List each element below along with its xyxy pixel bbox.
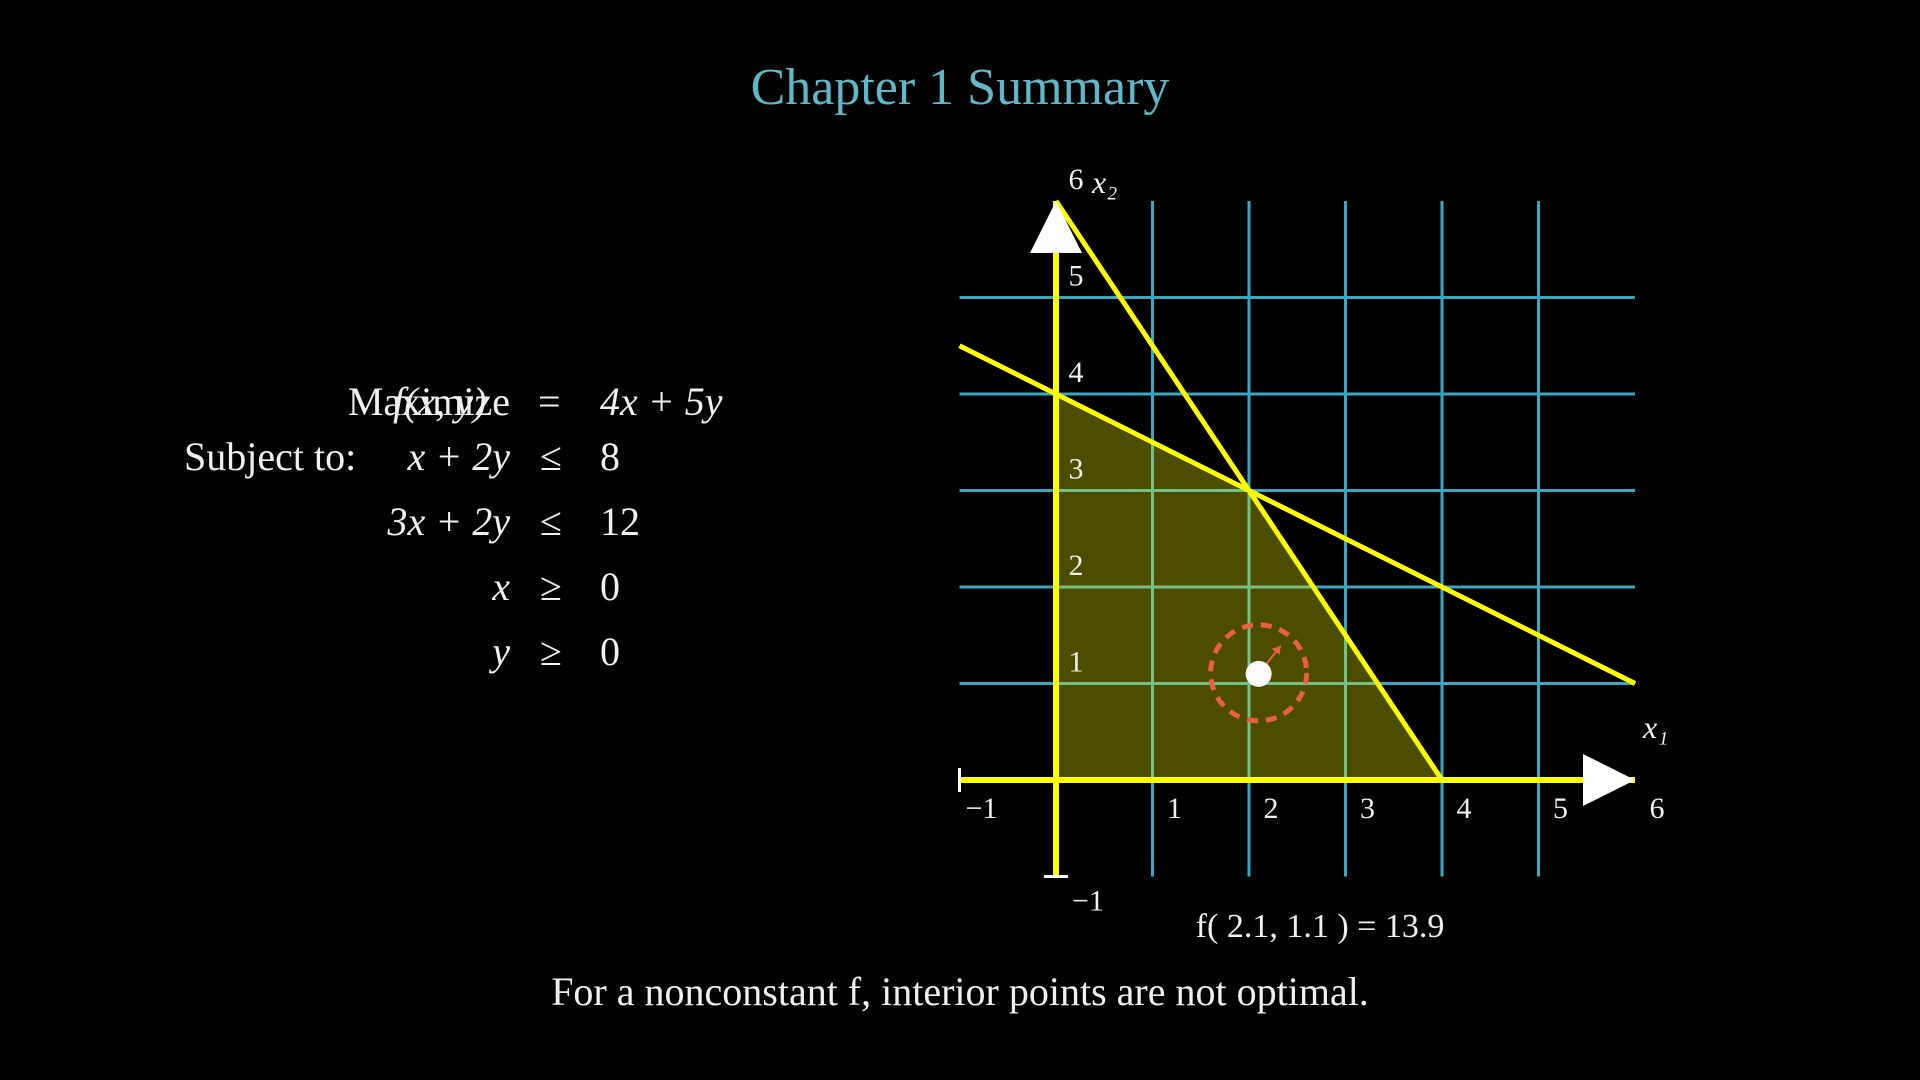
x-tick-label: 3 — [1360, 792, 1375, 825]
x-tick-label: 6 — [1650, 792, 1665, 825]
x-tick-label: 2 — [1264, 792, 1279, 825]
tick-labels: −1 1 2 3 4 5 6 −1 1 2 3 4 5 6 — [966, 163, 1665, 918]
x-tick-label: −1 — [966, 792, 998, 825]
objective-rhs: 4x + 5y — [600, 379, 723, 424]
constraint-3-lhs: x — [492, 564, 510, 609]
x-axis-label: x₁ — [1642, 709, 1668, 745]
objective-lhs: f(x, y) — [393, 379, 487, 424]
constraint-line — [1053, 199, 1445, 782]
axes — [958, 201, 1635, 878]
x-tick-label: 4 — [1457, 792, 1472, 825]
neighborhood-ring — [1208, 622, 1310, 724]
constraint-2-rhs: 12 — [600, 499, 640, 544]
constraint-2-rel: ≤ — [540, 499, 562, 544]
objective-label: Maximize — [347, 379, 510, 424]
constraint-2-lhs: 3x + 2y — [387, 499, 511, 544]
caption: For a nonconstant f, interior points are… — [551, 969, 1369, 1014]
objective-value-readout: f( 2.1, 1.1 ) = 13.9 — [1196, 908, 1445, 945]
constraint-4-rhs: 0 — [600, 629, 620, 674]
y-axis-label: x₂ — [1091, 164, 1117, 200]
y-tick-label: 3 — [1069, 453, 1084, 486]
arrowhead-icon — [1271, 645, 1281, 655]
constraint-line — [958, 343, 1637, 686]
constraint-1-rhs: 8 — [600, 434, 620, 479]
y-tick-label: 1 — [1069, 646, 1084, 679]
page-title: Chapter 1 Summary — [750, 59, 1170, 116]
constraint-4-lhs: y — [492, 629, 510, 674]
constraint-3-rhs: 0 — [600, 564, 620, 609]
y-tick-label: 6 — [1069, 163, 1084, 196]
feasible-region — [1056, 394, 1442, 780]
x-tick-label: 1 — [1167, 792, 1182, 825]
y-tick-label: 5 — [1069, 260, 1084, 293]
grid — [959, 201, 1635, 877]
constraint-1-lhs: x + 2y — [407, 434, 511, 479]
objective-rel: = — [538, 379, 561, 424]
constraint-4-rel: ≥ — [540, 629, 562, 674]
constraint-3-rel: ≥ — [540, 564, 562, 609]
y-tick-label: 2 — [1069, 549, 1084, 582]
constraint-lines — [958, 199, 1637, 782]
y-tick-label: 4 — [1069, 356, 1084, 389]
y-tick-label: −1 — [1072, 885, 1104, 918]
current-point — [1245, 660, 1272, 687]
x-tick-label: 5 — [1553, 792, 1568, 825]
subject-to-label: Subject to: — [184, 434, 357, 479]
y-axis-arrowhead-icon — [1030, 201, 1082, 253]
x-axis-arrowhead-icon — [1583, 754, 1635, 806]
constraint-1-rel: ≤ — [540, 434, 562, 479]
